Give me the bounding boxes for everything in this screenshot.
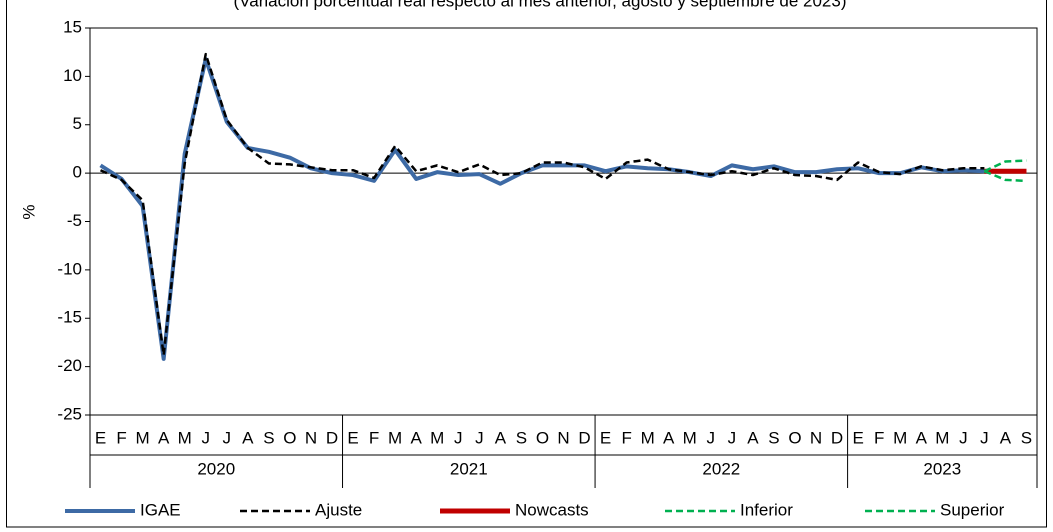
- plot-border: [89, 27, 1038, 416]
- x-tick-label: E: [95, 428, 106, 447]
- x-tick-label: A: [747, 428, 759, 447]
- x-tick-label: J: [980, 428, 989, 447]
- x-tick-label: M: [893, 428, 907, 447]
- x-tick-label: M: [388, 428, 402, 447]
- x-tick-label: O: [536, 428, 549, 447]
- x-tick-label: D: [578, 428, 590, 447]
- x-tick-label: M: [178, 428, 192, 447]
- x-tick-label: F: [369, 428, 379, 447]
- year-label: 2021: [450, 459, 488, 478]
- x-tick-label: N: [810, 428, 822, 447]
- legend-label: IGAE: [140, 500, 181, 519]
- x-tick-label: E: [600, 428, 611, 447]
- x-tick-label: S: [1021, 428, 1032, 447]
- y-tick-label: 0: [73, 163, 82, 182]
- x-tick-label: E: [347, 428, 358, 447]
- y-tick-label: -15: [57, 308, 82, 327]
- x-tick-label: J: [223, 428, 232, 447]
- x-tick-label: S: [516, 428, 527, 447]
- y-tick-label: -10: [57, 259, 82, 278]
- year-label: 2023: [923, 459, 961, 478]
- legend-label: Ajuste: [315, 500, 362, 519]
- x-tick-label: M: [136, 428, 150, 447]
- y-tick-label: 10: [63, 66, 82, 85]
- x-tick-label: F: [621, 428, 631, 447]
- x-tick-label: F: [116, 428, 126, 447]
- chart-subtitle: (Variación porcentual real respecto al m…: [234, 0, 847, 10]
- legend-label: Nowcasts: [515, 500, 589, 519]
- y-axis-label: %: [19, 204, 38, 219]
- x-tick-label: O: [788, 428, 801, 447]
- x-tick-label: M: [935, 428, 949, 447]
- x-tick-label: A: [158, 428, 170, 447]
- x-tick-label: J: [454, 428, 463, 447]
- x-tick-label: M: [641, 428, 655, 447]
- series-line: [99, 52, 985, 357]
- x-tick-label: A: [663, 428, 675, 447]
- x-tick-label: A: [411, 428, 423, 447]
- x-tick-label: A: [1000, 428, 1012, 447]
- x-tick-label: M: [430, 428, 444, 447]
- series-line: [99, 56, 985, 361]
- x-tick-label: A: [242, 428, 254, 447]
- x-tick-label: D: [326, 428, 338, 447]
- x-tick-label: A: [495, 428, 507, 447]
- x-tick-label: N: [305, 428, 317, 447]
- legend-label: Superior: [940, 500, 1005, 519]
- x-tick-label: E: [852, 428, 863, 447]
- y-tick-label: 5: [73, 114, 82, 133]
- x-tick-label: A: [916, 428, 928, 447]
- x-tick-label: J: [959, 428, 968, 447]
- series-line: [983, 159, 1027, 173]
- chart-border: [6, 0, 1047, 528]
- y-tick-label: -20: [57, 356, 82, 375]
- y-tick-label: -5: [67, 211, 82, 230]
- year-label: 2020: [197, 459, 235, 478]
- x-tick-label: N: [557, 428, 569, 447]
- x-tick-label: F: [874, 428, 884, 447]
- x-tick-label: J: [728, 428, 737, 447]
- x-tick-label: O: [283, 428, 296, 447]
- x-tick-label: J: [201, 428, 210, 447]
- x-tick-label: J: [475, 428, 484, 447]
- x-tick-label: D: [831, 428, 843, 447]
- x-tick-label: M: [683, 428, 697, 447]
- x-tick-label: S: [263, 428, 274, 447]
- y-tick-label: 15: [63, 17, 82, 36]
- x-tick-label: S: [768, 428, 779, 447]
- x-tick-label: J: [707, 428, 716, 447]
- year-label: 2022: [702, 459, 740, 478]
- legend-label: Inferior: [740, 500, 793, 519]
- series-line: [983, 170, 1027, 183]
- y-tick-label: -25: [57, 404, 82, 423]
